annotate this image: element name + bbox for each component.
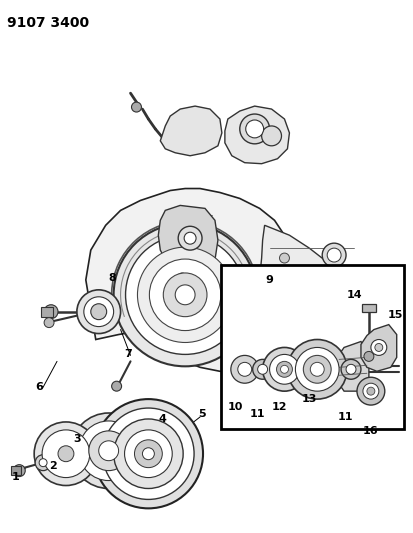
Circle shape — [94, 399, 203, 508]
Circle shape — [44, 305, 58, 319]
Circle shape — [13, 465, 25, 477]
Polygon shape — [255, 335, 334, 381]
Circle shape — [163, 273, 207, 317]
Circle shape — [135, 440, 162, 467]
Circle shape — [103, 408, 194, 499]
Polygon shape — [337, 342, 369, 391]
Text: 8: 8 — [109, 273, 116, 283]
Circle shape — [310, 362, 324, 376]
Circle shape — [357, 377, 385, 405]
Circle shape — [327, 248, 341, 262]
Circle shape — [364, 351, 374, 361]
Circle shape — [142, 448, 154, 459]
Circle shape — [287, 340, 347, 399]
Circle shape — [303, 356, 331, 383]
Bar — [11, 466, 21, 474]
Circle shape — [312, 283, 322, 293]
Circle shape — [77, 290, 121, 334]
Circle shape — [34, 422, 98, 486]
Text: 10: 10 — [228, 402, 244, 412]
Circle shape — [342, 317, 352, 327]
Text: 5: 5 — [198, 409, 206, 419]
Text: 13: 13 — [301, 394, 317, 404]
Circle shape — [35, 455, 51, 471]
Bar — [362, 304, 376, 312]
Circle shape — [346, 365, 356, 374]
Text: 15: 15 — [388, 310, 404, 320]
Circle shape — [231, 356, 259, 383]
Circle shape — [238, 362, 252, 376]
Polygon shape — [160, 258, 205, 298]
Circle shape — [114, 419, 183, 489]
Polygon shape — [260, 225, 367, 367]
Polygon shape — [361, 325, 397, 372]
Circle shape — [178, 227, 202, 250]
Circle shape — [125, 430, 172, 478]
Text: 16: 16 — [363, 426, 379, 436]
Text: 4: 4 — [158, 414, 166, 424]
Circle shape — [288, 353, 300, 365]
Circle shape — [258, 365, 268, 374]
Circle shape — [282, 348, 306, 372]
Text: 12: 12 — [272, 402, 287, 412]
Circle shape — [280, 253, 290, 263]
Circle shape — [280, 365, 288, 373]
Circle shape — [177, 273, 187, 283]
Circle shape — [44, 318, 54, 328]
Circle shape — [267, 332, 322, 387]
Bar — [41, 306, 53, 317]
Circle shape — [240, 114, 270, 144]
Text: 6: 6 — [35, 382, 43, 392]
Circle shape — [58, 446, 74, 462]
Text: 11: 11 — [250, 409, 266, 419]
Circle shape — [275, 340, 314, 379]
Polygon shape — [225, 106, 290, 164]
Circle shape — [138, 247, 233, 343]
Circle shape — [172, 268, 192, 288]
Circle shape — [329, 300, 339, 310]
Circle shape — [375, 343, 383, 351]
Circle shape — [246, 120, 263, 138]
Circle shape — [363, 383, 379, 399]
Circle shape — [150, 259, 221, 330]
Circle shape — [295, 348, 339, 391]
Circle shape — [126, 235, 245, 354]
Text: 9: 9 — [266, 275, 273, 285]
Text: 3: 3 — [73, 434, 81, 444]
Circle shape — [114, 223, 256, 366]
Circle shape — [91, 304, 107, 320]
Circle shape — [263, 348, 306, 391]
Text: 1: 1 — [12, 472, 19, 482]
Circle shape — [84, 297, 114, 327]
Circle shape — [42, 430, 90, 478]
Circle shape — [270, 354, 299, 384]
Circle shape — [39, 459, 47, 467]
Polygon shape — [86, 189, 304, 372]
Circle shape — [112, 381, 121, 391]
Text: 2: 2 — [49, 461, 57, 471]
Circle shape — [367, 387, 375, 395]
Circle shape — [79, 421, 138, 481]
Circle shape — [71, 413, 146, 489]
Bar — [221, 265, 404, 429]
Circle shape — [131, 102, 141, 112]
Circle shape — [99, 441, 119, 461]
Text: 7: 7 — [125, 350, 133, 359]
Circle shape — [89, 431, 128, 471]
Text: 14: 14 — [346, 290, 362, 300]
Polygon shape — [158, 205, 218, 272]
Circle shape — [184, 232, 196, 244]
Circle shape — [371, 340, 387, 356]
Circle shape — [277, 361, 292, 377]
Text: 11: 11 — [337, 412, 353, 422]
Text: 9107 3400: 9107 3400 — [7, 15, 90, 30]
Circle shape — [322, 243, 346, 267]
Circle shape — [341, 359, 361, 379]
Circle shape — [253, 359, 273, 379]
Circle shape — [261, 126, 282, 146]
Circle shape — [235, 381, 245, 391]
Polygon shape — [160, 106, 222, 156]
Circle shape — [294, 267, 304, 277]
Circle shape — [175, 285, 195, 305]
